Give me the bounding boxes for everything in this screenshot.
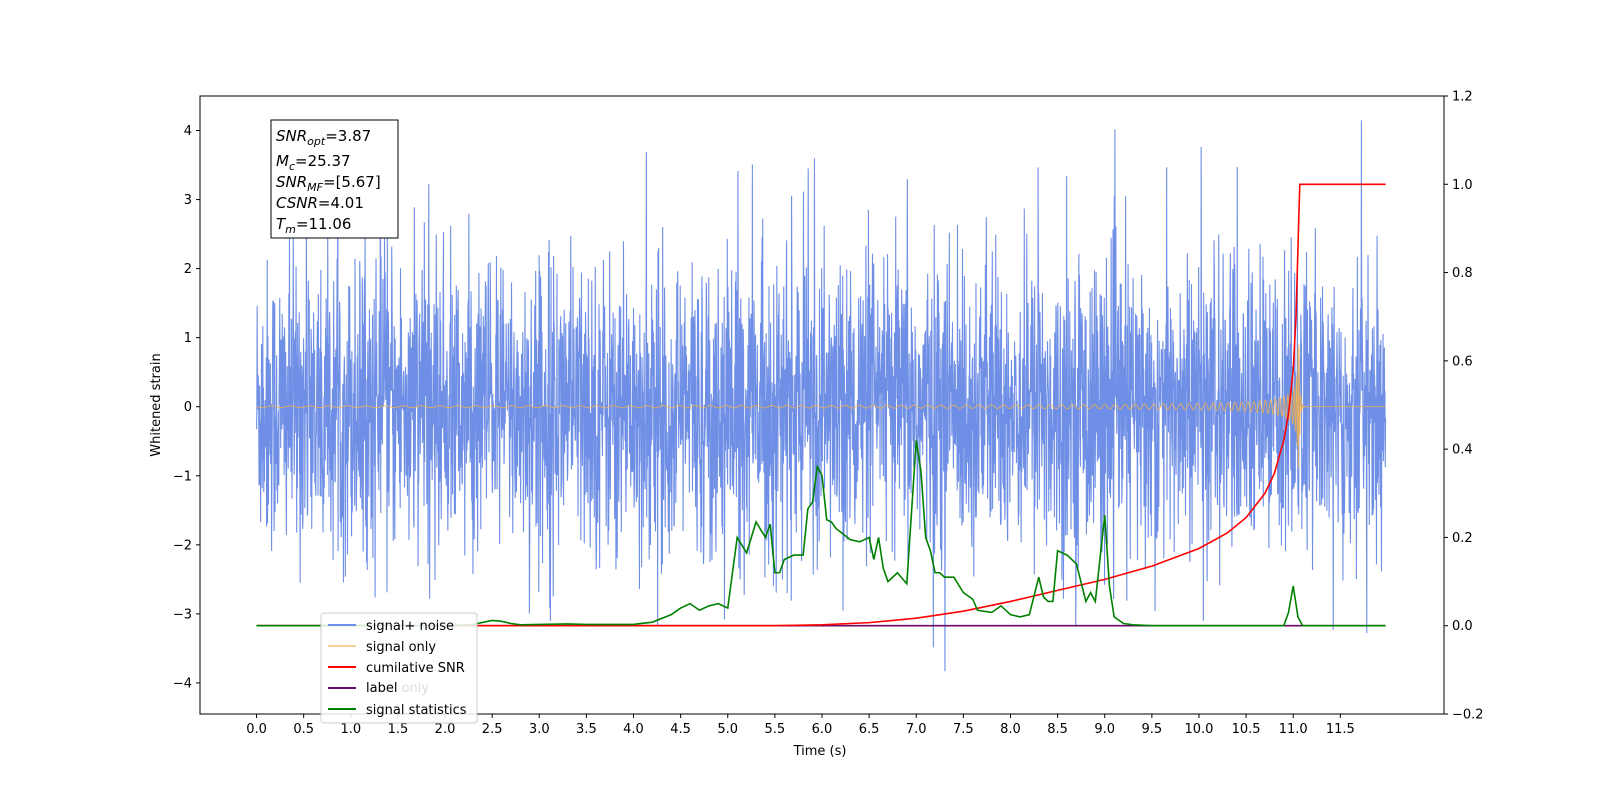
legend-item-label-only: label only [366,681,429,696]
y-axis-label: Whitened strain [149,353,164,456]
series-cumulative-snr [256,183,1386,627]
x-tick-label: 6.0 [812,722,833,737]
y-tick-label: 4 [184,124,192,139]
x-tick-label: 10.5 [1232,722,1261,737]
legend-label: cumilative SNR [366,661,465,676]
stats-annotation: SNRopt=3.87 Mc=25.37 SNRMF=[5.67] CSNR=4… [270,119,399,239]
x-tick-label: 2.5 [482,722,503,737]
x-tick-label: 7.0 [906,722,927,737]
x-tick-label: 9.5 [1142,722,1163,737]
x-tick-label: 1.5 [388,722,409,737]
annotation-csnr: CSNR=4.01 [276,194,364,212]
y2-tick-label: 0.6 [1452,354,1473,369]
y-tick-label: 3 [184,193,192,208]
x-tick-label: 4.0 [623,722,644,737]
legend-item-label: label [328,681,397,696]
x-tick-label: 10.0 [1184,722,1213,737]
series-signal-only [256,344,1386,469]
y2-tick-label: 0.0 [1452,619,1473,634]
x-tick-label: 0.5 [293,722,314,737]
y-tick-label: −4 [173,676,192,691]
x-tick-label: 8.0 [1000,722,1021,737]
y-tick-label: 0 [184,400,192,415]
legend-label: label [366,681,397,696]
x-axis-label: Time (s) [793,744,847,759]
annotation-snr-mf: SNRMF=[5.67] [276,173,381,194]
y-axis-left: 4 3 2 1 0 −1 −2 −3 −4 [173,124,200,691]
x-tick-label: 5.5 [765,722,786,737]
x-tick-label: 8.5 [1047,722,1068,737]
x-tick-label: 1.0 [340,722,361,737]
y-tick-label: 2 [184,262,192,277]
legend-box [320,612,478,724]
x-tick-label: 6.5 [859,722,880,737]
x-tick-label: 4.5 [670,722,691,737]
annotation-mc: Mc=25.37 [276,152,351,173]
annotation-tm: Tm=11.06 [276,215,351,236]
y2-tick-label: 0.4 [1452,443,1473,458]
legend-label-faded: label only [366,681,429,696]
legend-item-signal-statistics: signal statistics [328,703,467,718]
series-signal-statistics [256,440,1386,627]
y-axis-right: 1.2 1.0 0.8 0.6 0.4 0.2 0.0 −0.2 [1444,90,1484,723]
x-tick-label: 5.0 [717,722,738,737]
annotation-box [270,119,399,239]
y-tick-label: 1 [184,331,192,346]
y2-tick-label: 0.8 [1452,266,1473,281]
y-tick-label: −2 [173,538,192,553]
y2-tick-label: 1.2 [1452,90,1473,105]
x-tick-label: 3.0 [529,722,550,737]
x-tick-label: 2.0 [435,722,456,737]
x-tick-label: 7.5 [953,722,974,737]
x-axis: 0.0 0.5 1.0 1.5 2.0 2.5 3.0 3.5 4.0 4.5 5.0 5.5 6.0 6… [246,714,1355,737]
y2-tick-label: 0.2 [1452,531,1473,546]
x-tick-label: 0.0 [246,722,267,737]
annotation-snr-opt: SNRopt=3.87 [276,127,371,148]
legend-item-cumulative-snr: cumilative SNR [328,661,465,676]
legend-label: signal only [366,640,436,655]
legend: signal+ noise signal only cumilative SNR… [320,612,478,724]
x-tick-label: 3.5 [576,722,597,737]
series-signal-noise [256,120,1387,672]
y-tick-label: −3 [173,607,192,622]
x-tick-label: 9.0 [1094,722,1115,737]
legend-item-signal-noise: signal+ noise [328,619,454,634]
legend-item-signal-only: signal only [328,640,436,655]
legend-label: signal+ noise [366,619,454,634]
y2-tick-label: 1.0 [1452,178,1473,193]
x-tick-label: 11.0 [1279,722,1308,737]
y2-tick-label: −0.2 [1452,708,1484,723]
legend-label: signal statistics [366,703,467,718]
y-tick-label: −1 [173,469,192,484]
x-tick-label: 11.5 [1326,722,1355,737]
